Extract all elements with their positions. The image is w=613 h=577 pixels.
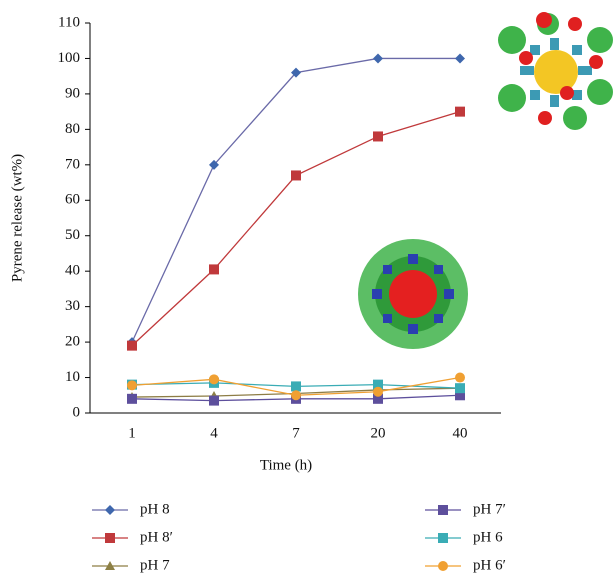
marker xyxy=(455,372,465,383)
particle-illustration-center xyxy=(358,239,468,349)
marker xyxy=(373,131,383,142)
marker xyxy=(438,533,448,543)
y-tick-label: 50 xyxy=(65,227,80,243)
marker xyxy=(373,386,383,397)
y-tick-label: 110 xyxy=(58,14,80,30)
marker xyxy=(105,505,115,515)
marker xyxy=(455,106,465,117)
marker xyxy=(455,390,465,401)
marker xyxy=(105,533,115,543)
x-tick-label: 4 xyxy=(210,425,218,441)
legend-label: pH 6′ xyxy=(473,557,506,573)
y-tick-label: 20 xyxy=(65,334,80,350)
y-tick-label: 10 xyxy=(65,369,80,385)
marker xyxy=(291,390,301,401)
x-tick-label: 40 xyxy=(453,425,468,441)
legend-label: pH 8′ xyxy=(140,529,173,545)
marker xyxy=(127,340,137,351)
y-tick-label: 90 xyxy=(65,85,80,101)
y-tick-label: 70 xyxy=(65,156,80,172)
y-tick-label: 100 xyxy=(58,50,81,66)
y-tick-label: 40 xyxy=(65,263,80,279)
x-tick-label: 1 xyxy=(128,425,136,441)
legend-label: pH 7′ xyxy=(473,501,506,517)
marker xyxy=(105,561,115,570)
marker xyxy=(209,395,219,406)
y-tick-label: 0 xyxy=(73,404,81,420)
y-tick-label: 30 xyxy=(65,298,80,314)
x-tick-label: 7 xyxy=(292,425,300,441)
marker xyxy=(209,374,219,385)
legend-label: pH 7 xyxy=(140,557,170,573)
marker xyxy=(291,381,301,392)
marker xyxy=(438,561,448,571)
legend-label: pH 8 xyxy=(140,501,170,517)
marker xyxy=(455,53,465,64)
marker xyxy=(127,393,137,404)
marker xyxy=(455,383,465,394)
marker xyxy=(291,67,301,78)
marker xyxy=(438,505,448,515)
y-axis-title: Pyrene release (wt%) xyxy=(9,154,25,282)
x-axis-title: Time (h) xyxy=(260,457,312,473)
particle-illustration-top xyxy=(498,12,613,130)
marker xyxy=(209,264,219,275)
marker xyxy=(291,170,301,181)
marker xyxy=(373,379,383,390)
y-tick-label: 60 xyxy=(65,192,80,208)
marker xyxy=(127,380,137,391)
marker xyxy=(209,159,219,170)
legend-label: pH 6 xyxy=(473,529,503,545)
marker xyxy=(373,53,383,64)
y-tick-label: 80 xyxy=(65,121,80,137)
x-tick-label: 20 xyxy=(371,425,386,441)
marker xyxy=(373,393,383,404)
